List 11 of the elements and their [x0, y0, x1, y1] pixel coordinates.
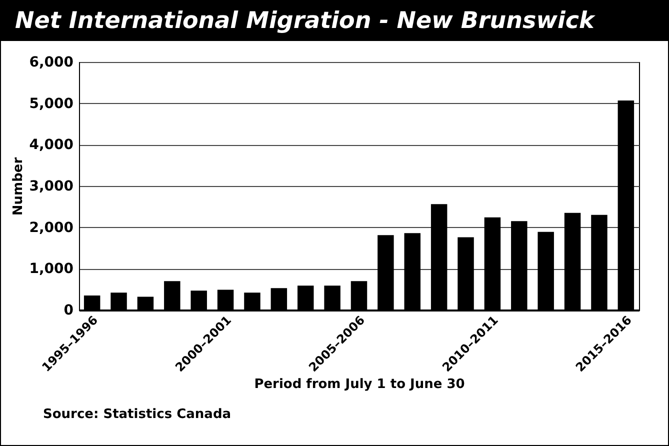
y-tick-label: 4,000 [29, 137, 74, 154]
y-tick-label: 5,000 [29, 96, 74, 112]
y-tick-label: 1,000 [29, 261, 74, 278]
x-axis-title: Period from July 1 to June 30 [254, 376, 465, 392]
y-tick-label: 3,000 [29, 178, 74, 194]
y-tick-label: 0 [64, 302, 74, 318]
y-tick-label: 2,000 [29, 220, 74, 236]
chart-title: Net International Migration - New Brunswick [1, 1, 668, 41]
source-note: Source: Statistics Canada [43, 407, 232, 422]
y-axis-title: Number [11, 156, 26, 216]
y-tick-label: 6,000 [29, 54, 74, 70]
